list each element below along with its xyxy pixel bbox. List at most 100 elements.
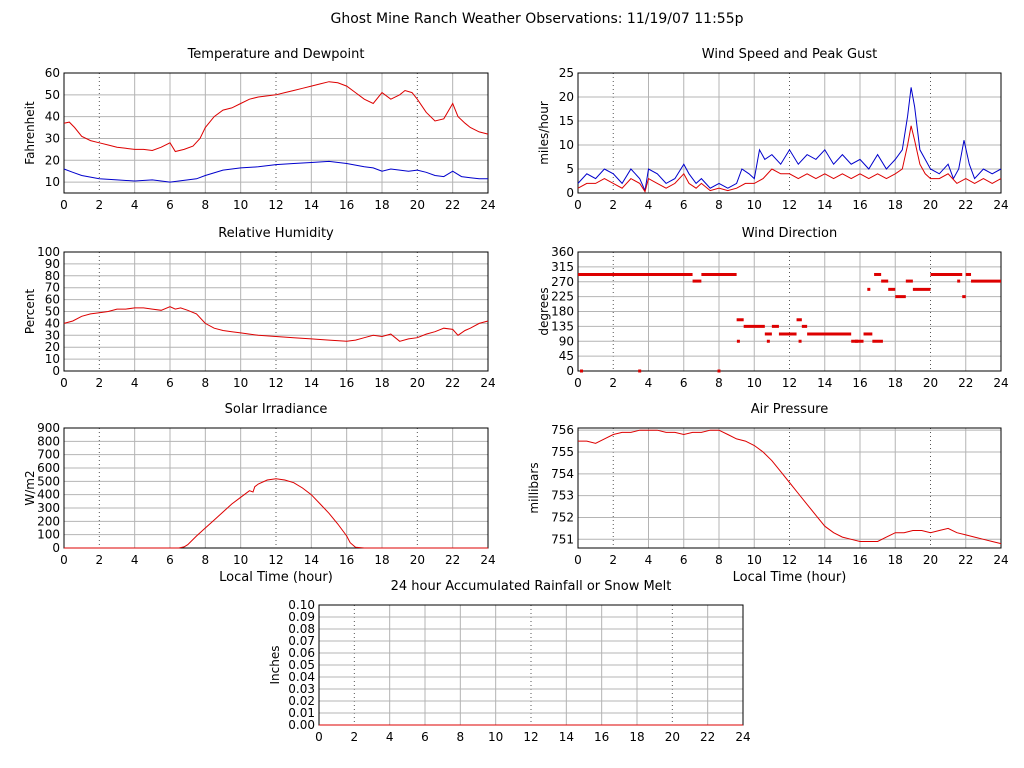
x-tick-label: 22 — [958, 553, 973, 567]
chart-rain: 24 hour Accumulated Rainfall or Snow Mel… — [268, 579, 751, 744]
page-title: Ghost Mine Ranch Weather Observations: 1… — [331, 11, 744, 27]
y-tick-label: 0.02 — [288, 694, 315, 708]
series-line-1 — [63, 81, 489, 153]
x-tick-label: 4 — [645, 553, 653, 567]
y-tick-label: 700 — [37, 448, 60, 462]
x-tick-label: 12 — [523, 730, 538, 744]
y-axis-label: Inches — [268, 646, 282, 685]
y-axis-label: Percent — [23, 289, 37, 334]
gridlines — [318, 604, 744, 726]
y-tick-label: 360 — [551, 245, 574, 259]
y-tick-label: 0.05 — [288, 658, 315, 672]
y-tick-label: 500 — [37, 474, 60, 488]
gridlines — [63, 427, 489, 549]
x-tick-label: 8 — [715, 376, 723, 390]
x-tick-label: 8 — [715, 198, 723, 212]
series-line-1 — [64, 478, 488, 549]
x-tick-label: 4 — [645, 198, 653, 212]
x-tick-label: 20 — [410, 553, 425, 567]
x-tick-label: 8 — [202, 198, 210, 212]
x-tick-label: 16 — [339, 553, 354, 567]
y-tick-label: 30 — [45, 131, 60, 145]
series-line-2 — [577, 125, 1002, 193]
gridlines — [63, 251, 489, 372]
x-tick-label: 22 — [958, 198, 973, 212]
direction-point — [580, 369, 584, 373]
plot-frame — [63, 72, 489, 194]
x-tick-label: 22 — [445, 198, 460, 212]
y-tick-label: 0.08 — [288, 622, 315, 636]
x-tick-label: 10 — [747, 376, 762, 390]
x-tick-label: 0 — [60, 376, 68, 390]
x-tick-label: 24 — [993, 198, 1008, 212]
y-tick-label: 0.00 — [288, 718, 315, 732]
x-tick-label: 6 — [680, 376, 688, 390]
y-tick-label: 753 — [551, 489, 574, 503]
x-tick-label: 24 — [735, 730, 750, 744]
x-tick-label: 12 — [268, 376, 283, 390]
series-line-2 — [63, 160, 488, 183]
y-tick-label: 40 — [45, 110, 60, 124]
x-tick-label: 16 — [339, 198, 354, 212]
y-tick-label: 10 — [45, 352, 60, 366]
y-tick-label: 0.09 — [288, 610, 315, 624]
y-tick-label: 10 — [45, 175, 60, 189]
y-tick-label: 0 — [566, 186, 574, 200]
x-tick-label: 2 — [351, 730, 359, 744]
x-tick-label: 10 — [747, 198, 762, 212]
x-tick-label: 8 — [202, 553, 210, 567]
x-tick-label: 4 — [386, 730, 394, 744]
y-tick-label: 20 — [45, 340, 60, 354]
y-axis-label: Fahrenheit — [23, 101, 37, 165]
x-tick-label: 6 — [421, 730, 429, 744]
y-tick-label: 800 — [37, 434, 60, 448]
y-tick-label: 600 — [37, 461, 60, 475]
x-tick-label: 2 — [96, 553, 104, 567]
x-tick-label: 16 — [339, 376, 354, 390]
series-line-1 — [63, 306, 489, 342]
x-tick-label: 10 — [233, 198, 248, 212]
y-tick-label: 0.06 — [288, 646, 315, 660]
chart-title: Wind Speed and Peak Gust — [702, 47, 877, 62]
y-tick-label: 25 — [559, 66, 574, 80]
x-tick-label: 6 — [166, 198, 174, 212]
x-tick-label: 8 — [715, 553, 723, 567]
y-axis-label: miles/hour — [537, 101, 551, 165]
x-tick-label: 22 — [700, 730, 715, 744]
x-tick-label: 16 — [852, 553, 867, 567]
y-tick-label: 200 — [37, 514, 60, 528]
series-line-1 — [578, 429, 1002, 545]
y-axis-label: millibars — [527, 462, 541, 513]
gridlines — [63, 72, 489, 193]
x-tick-label: 24 — [480, 376, 495, 390]
chart-title: Wind Direction — [742, 226, 838, 241]
x-tick-label: 0 — [574, 198, 582, 212]
direction-point — [867, 287, 871, 291]
y-tick-label: 225 — [551, 290, 574, 304]
y-tick-label: 90 — [45, 257, 60, 271]
x-tick-label: 24 — [993, 553, 1008, 567]
x-tick-label: 20 — [923, 376, 938, 390]
x-tick-label: 2 — [609, 553, 617, 567]
x-tick-label: 22 — [445, 376, 460, 390]
x-tick-label: 10 — [488, 730, 503, 744]
x-tick-label: 10 — [747, 553, 762, 567]
plot-frame — [577, 427, 1002, 549]
x-tick-label: 20 — [665, 730, 680, 744]
x-axis-label: Local Time (hour) — [733, 570, 847, 585]
y-tick-label: 135 — [551, 319, 574, 333]
y-tick-label: 90 — [559, 334, 574, 348]
x-tick-label: 24 — [993, 376, 1008, 390]
direction-point — [798, 339, 802, 343]
direction-point — [854, 339, 858, 343]
y-tick-label: 752 — [551, 510, 574, 524]
chart-title: 24 hour Accumulated Rainfall or Snow Mel… — [391, 579, 672, 594]
y-tick-label: 70 — [45, 281, 60, 295]
x-tick-label: 18 — [374, 553, 389, 567]
y-tick-label: 20 — [45, 153, 60, 167]
x-tick-label: 0 — [315, 730, 323, 744]
x-tick-label: 4 — [131, 553, 139, 567]
